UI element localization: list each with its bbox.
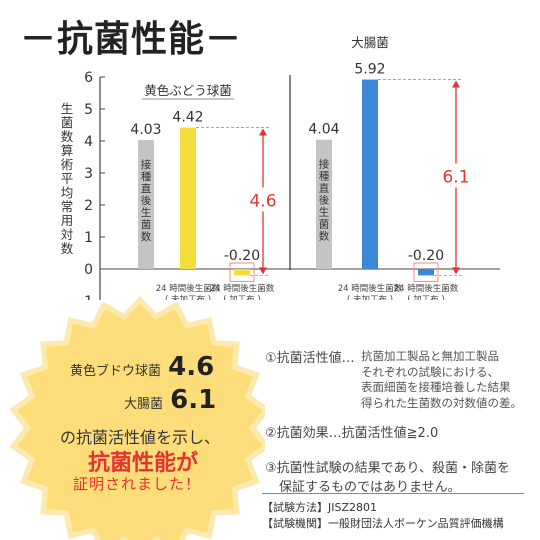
starburst-value-staph: 4.6	[168, 352, 215, 382]
arrow-head-up	[452, 80, 460, 88]
x-tick-sublabel: ( 加工布 )	[223, 294, 261, 300]
arrow-head-down	[259, 267, 267, 275]
bar	[180, 127, 196, 269]
test-info: 【試験方法】JISZ2801 【試験機関】一般財団法人ボーケン品質評価機構	[262, 493, 524, 532]
data-label: 4.03	[130, 122, 161, 138]
bar	[138, 140, 154, 269]
data-label: 5.92	[354, 62, 385, 78]
note-3-line1: ③抗菌性試験の結果であり、殺菌・除菌を	[265, 461, 511, 476]
chart-title: 黄色ぶどう球菌	[144, 83, 232, 98]
arrow-head-down	[452, 267, 460, 275]
y-axis-label: 菌	[61, 115, 74, 130]
chart-title: 大腸菌	[351, 35, 389, 50]
antibacterial-chart: -10123456生菌数算術平均常用対数黄色ぶどう球菌4.03接種直後生菌数4.…	[61, 35, 500, 300]
negative-bar-highlight	[413, 262, 439, 282]
starburst-line3: の抗菌活性値を示し、	[60, 428, 221, 447]
starburst-label-staph: 黄色ブドウ球菌	[70, 364, 162, 379]
y-axis-label: 生	[61, 101, 74, 116]
arrow-head-up	[259, 128, 267, 136]
y-axis-label: 用	[61, 213, 74, 228]
bar-inner-label: 後	[319, 194, 330, 207]
data-label: -0.20	[408, 248, 444, 264]
y-tick-label: 3	[84, 166, 93, 182]
difference-label-bg	[436, 163, 476, 188]
y-tick-label: 2	[84, 198, 93, 214]
note-1-head: ①抗菌活性値…	[265, 351, 355, 366]
bar	[418, 269, 434, 276]
y-axis-label: 算	[61, 143, 74, 158]
test-method: 【試験方法】JISZ2801	[262, 501, 378, 514]
starburst-line4: 抗菌性能が	[88, 451, 199, 476]
bar-inner-label: 接	[141, 158, 152, 171]
y-tick-label: 1	[84, 230, 93, 246]
bar-inner-label: 後	[141, 194, 152, 207]
bar	[362, 79, 378, 269]
bar-inner-label: 数	[319, 230, 330, 243]
bar-inner-label: 数	[141, 230, 152, 243]
x-tick-sublabel: ( 未加工布 )	[347, 294, 393, 300]
starburst-label-ecoli: 大腸菌	[124, 397, 164, 412]
page-title: －抗菌性能－	[20, 19, 243, 60]
y-axis-label: 均	[61, 185, 74, 200]
bar	[316, 139, 332, 269]
starburst-value-ecoli: 6.1	[170, 385, 217, 415]
x-tick-sublabel: ( 加工布 )	[407, 294, 445, 300]
note-2: ②抗菌効果…抗菌活性値≧2.0	[265, 426, 439, 441]
bar	[234, 269, 250, 276]
difference-label: 4.6	[249, 191, 276, 211]
test-organization: 【試験機関】一般財団法人ボーケン品質評価機構	[262, 517, 504, 530]
note-1-line: 抗菌加工製品と無加工製品	[361, 349, 499, 363]
y-axis-label: 術	[61, 157, 74, 172]
data-label: 4.04	[308, 122, 339, 138]
bar-inner-label: 直	[319, 182, 330, 195]
starburst-line1: 黄色ブドウ球菌 4.6	[70, 352, 214, 382]
bar-inner-label: 種	[319, 170, 330, 183]
x-tick-sublabel: ( 未加工布 )	[165, 294, 211, 300]
y-tick-label: 0	[84, 262, 93, 278]
y-tick-label: 6	[84, 70, 93, 86]
bar-inner-label: 種	[141, 170, 152, 183]
x-tick-label: 24 時間後生菌数	[394, 283, 459, 294]
data-label: -0.20	[224, 248, 260, 264]
y-tick-label: 5	[84, 102, 93, 118]
note-1-line: 得られた生菌数の対数値の差。	[361, 395, 522, 410]
data-label: 4.42	[172, 110, 203, 126]
note-1-line: それぞれの試験における、	[361, 364, 499, 379]
x-tick-label: 24 時間後生菌数	[210, 283, 275, 294]
bar-inner-label: 接	[319, 158, 330, 171]
y-axis-label: 数	[61, 241, 74, 256]
y-axis-label: 平	[61, 171, 74, 186]
bar-inner-label: 菌	[141, 219, 152, 231]
y-axis-label: 常	[61, 199, 74, 214]
starburst-line2: 大腸菌 6.1	[124, 385, 216, 415]
y-axis-label: 数	[61, 129, 74, 144]
negative-bar-highlight	[229, 262, 255, 282]
x-tick-label: 24 時間後生菌数	[338, 283, 403, 294]
starburst-line5: 証明されました！	[73, 475, 202, 493]
result-starburst	[9, 296, 265, 540]
bar-inner-label: 直	[141, 182, 152, 195]
note-3-line2: 保証するものではありません。	[279, 480, 461, 495]
x-tick-label: 24 時間後生菌数	[156, 283, 221, 294]
difference-label: 6.1	[442, 167, 469, 187]
y-axis-label: 対	[61, 227, 74, 242]
note-1-line: 表面細菌を接種培養した結果	[361, 380, 511, 394]
note-1-body: 抗菌加工製品と無加工製品 それぞれの試験における、 表面細菌を接種培養した結果 …	[361, 349, 522, 411]
bar-inner-label: 生	[319, 206, 330, 219]
bar-inner-label: 生	[141, 206, 152, 219]
difference-label-bg	[243, 187, 283, 212]
y-tick-label: 4	[84, 134, 93, 150]
y-tick-label: -1	[79, 294, 93, 300]
bar-inner-label: 菌	[319, 219, 330, 231]
